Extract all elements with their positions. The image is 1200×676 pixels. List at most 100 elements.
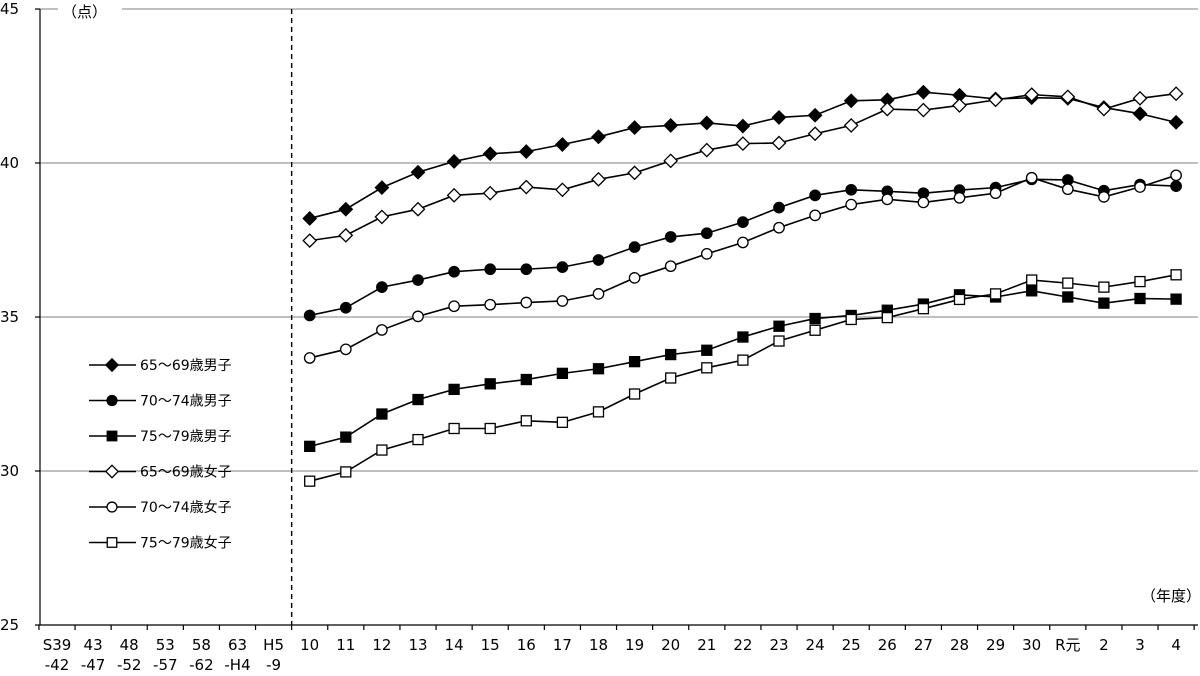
x-tick-label: 26 [878, 636, 897, 654]
data-point [591, 129, 606, 145]
data-point [339, 301, 352, 314]
data-point [989, 288, 1002, 300]
data-point [556, 367, 569, 380]
data-point [592, 254, 605, 266]
axes [35, 8, 1198, 630]
data-point [843, 93, 859, 109]
y-tick-label: 40 [0, 154, 19, 172]
x-tick-label: 23 [769, 636, 788, 654]
series-4 [302, 86, 1184, 249]
data-point [1134, 292, 1146, 305]
data-point [845, 198, 858, 211]
x-tick-label: -H4 [224, 656, 250, 674]
series [302, 84, 1184, 487]
data-point [338, 201, 354, 217]
data-point [845, 313, 857, 326]
x-tick-label: 13 [408, 636, 427, 654]
x-tick-label: 15 [481, 636, 500, 654]
data-point [665, 348, 677, 361]
data-point [376, 281, 388, 293]
data-point [737, 331, 749, 343]
x-tick-label: 25 [842, 636, 861, 654]
data-point [879, 101, 895, 117]
data-point [1026, 285, 1038, 297]
legend-marker [106, 537, 118, 548]
data-point [376, 444, 388, 456]
data-point [374, 209, 390, 225]
x-tick-label: 22 [733, 636, 752, 654]
data-point [773, 221, 785, 234]
data-point [340, 466, 352, 478]
data-point [1168, 86, 1184, 102]
x-tick-label: S39 [43, 636, 72, 654]
data-point [1062, 291, 1074, 303]
data-point [735, 118, 751, 134]
data-point [628, 241, 641, 253]
x-tick-label: 17 [553, 636, 572, 654]
data-point [735, 136, 751, 152]
data-point [554, 182, 570, 198]
legend-label: 70～74歳男子 [140, 394, 232, 410]
legend-marker [106, 394, 118, 407]
data-point [556, 261, 569, 273]
data-point [1168, 114, 1184, 130]
data-point [664, 260, 677, 273]
series-1 [302, 84, 1184, 226]
data-point [520, 263, 533, 276]
legend-label: 65～69歳男子 [140, 358, 232, 374]
x-tick-label: 48 [120, 636, 139, 654]
data-point [628, 272, 641, 284]
data-point [807, 126, 823, 142]
data-point [881, 311, 893, 324]
data-point [484, 378, 496, 390]
y-unit-label: （点） [62, 3, 107, 21]
data-point [410, 201, 426, 217]
data-point [448, 422, 460, 435]
y-tick-label: 35 [0, 308, 19, 326]
data-point [556, 295, 569, 307]
data-point [592, 406, 605, 418]
series-line [309, 91, 1177, 220]
data-point [737, 236, 749, 249]
legend-label: 65～69歳女子 [140, 464, 232, 481]
data-point [554, 137, 570, 152]
x-tick-label: -52 [117, 656, 142, 674]
data-point [737, 354, 749, 366]
data-point [302, 211, 318, 226]
data-point [592, 288, 605, 300]
data-point [376, 324, 388, 336]
data-point [771, 109, 787, 125]
data-point [1025, 171, 1038, 184]
data-point [304, 440, 316, 453]
data-point [1060, 89, 1076, 105]
data-point [1062, 277, 1074, 289]
x-tick-label: -42 [45, 656, 70, 674]
data-point [412, 393, 424, 406]
legend-marker [104, 464, 120, 479]
data-point [303, 352, 316, 364]
y-tick-label: 30 [0, 462, 19, 480]
data-point [484, 263, 497, 276]
legend-item-4: 65～69歳女子 [89, 464, 232, 481]
data-point [773, 320, 785, 332]
data-point [917, 303, 930, 315]
data-point [809, 189, 821, 202]
data-point [448, 383, 460, 396]
data-point [807, 107, 823, 123]
data-point [556, 416, 569, 428]
data-point [1170, 293, 1182, 305]
x-tick-label: 4 [1171, 636, 1181, 654]
data-point [520, 373, 532, 386]
data-point [1170, 269, 1182, 281]
x-tick-label: 21 [697, 636, 716, 654]
x-tick-label: 27 [914, 636, 933, 654]
data-point [376, 408, 388, 420]
legend-item-6: 75～79歳女子 [89, 535, 232, 552]
x-unit-label: （年度） [1141, 587, 1200, 605]
data-point [520, 296, 533, 309]
x-tick-label: 19 [625, 636, 644, 654]
data-point [664, 231, 677, 243]
series-line [309, 274, 1177, 482]
x-tick-label: H5 [263, 636, 284, 654]
